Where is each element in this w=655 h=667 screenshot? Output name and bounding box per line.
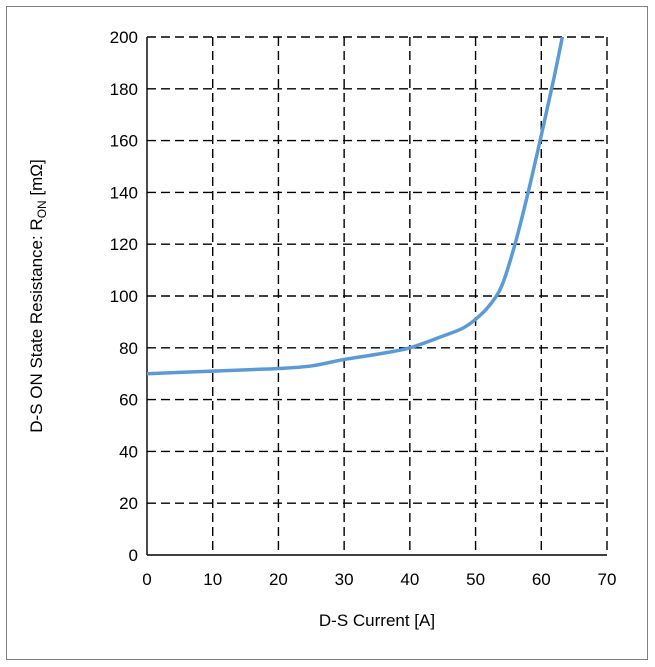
y-tick-label: 20 [119, 494, 138, 513]
x-tick-label: 50 [466, 570, 485, 589]
y-tick-label: 40 [119, 442, 138, 461]
y-tick-label: 140 [110, 183, 138, 202]
x-tick-labels: 0 10 20 30 40 50 60 70 [142, 570, 616, 589]
y-tick-labels: 0 20 40 60 80 100 120 140 160 180 200 [110, 28, 138, 565]
x-tick-label: 70 [598, 570, 617, 589]
x-tick-label: 20 [269, 570, 288, 589]
x-tick-label: 40 [400, 570, 419, 589]
grid-lines [147, 36, 608, 555]
y-tick-label: 180 [110, 80, 138, 99]
x-tick-label: 30 [335, 570, 354, 589]
y-axis-label-prefix: D-S ON State Resistance: R [27, 218, 46, 432]
y-axis-label-subscript: ON [35, 200, 49, 218]
x-axis-label: D-S Current [A] [319, 611, 435, 630]
y-tick-label: 0 [129, 546, 138, 565]
y-axis-label: D-S ON State Resistance: RON [mΩ] [27, 159, 49, 433]
x-tick-label: 60 [532, 570, 551, 589]
y-tick-label: 160 [110, 132, 138, 151]
y-tick-label: 60 [119, 391, 138, 410]
series-line [147, 37, 565, 376]
y-tick-label: 80 [119, 339, 138, 358]
series-group [147, 37, 565, 376]
y-tick-label: 100 [110, 287, 138, 306]
y-axis-label-suffix: [mΩ] [27, 159, 46, 200]
y-tick-label: 120 [110, 235, 138, 254]
x-tick-label: 10 [203, 570, 222, 589]
y-tick-label: 200 [110, 28, 138, 47]
axes [146, 37, 607, 556]
x-tick-label: 0 [142, 570, 151, 589]
